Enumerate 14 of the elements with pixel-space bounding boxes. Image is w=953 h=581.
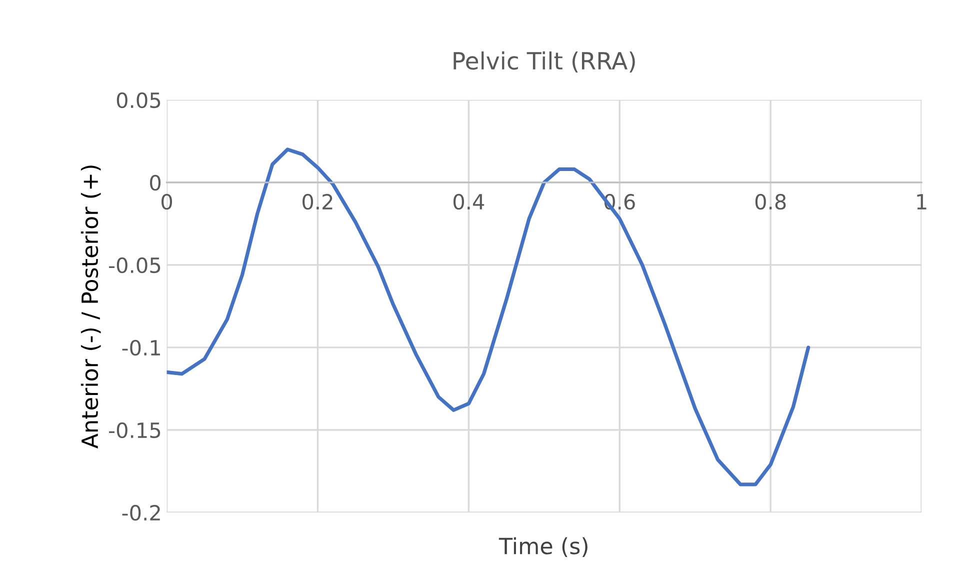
x-tick-label: 0.8 — [755, 194, 786, 210]
y-axis-title: Anterior (-) / Posterior (+) — [80, 166, 101, 448]
x-tick-label: 0.4 — [453, 194, 484, 210]
y-tick-label: -0.2 — [122, 504, 160, 521]
x-tick-label: 0 — [162, 194, 172, 210]
y-tick-label: 0 — [150, 174, 161, 191]
x-axis-title: Time (s) — [498, 537, 588, 558]
y-tick-label: -0.1 — [122, 340, 160, 356]
y-tick-label: 0.05 — [116, 92, 160, 108]
x-tick-label: 0.2 — [302, 194, 332, 210]
y-tick-label: -0.05 — [109, 257, 160, 274]
x-tick-label: 1 — [917, 194, 926, 210]
y-tick-label: -0.15 — [109, 422, 160, 438]
chart-title: Pelvic Tilt (RRA) — [454, 51, 635, 72]
